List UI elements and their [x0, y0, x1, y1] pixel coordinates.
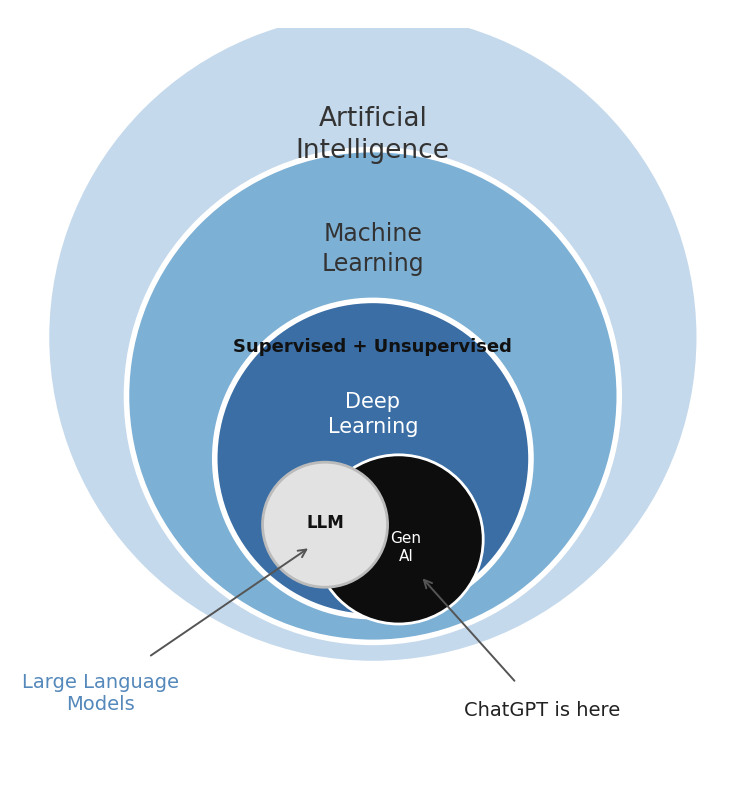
Text: Artificial
Intelligence: Artificial Intelligence: [296, 106, 450, 164]
Text: ChatGPT is here: ChatGPT is here: [464, 701, 620, 720]
Circle shape: [214, 300, 531, 617]
Text: Gen
AI: Gen AI: [390, 531, 421, 565]
Text: Large Language
Models: Large Language Models: [22, 673, 180, 714]
Circle shape: [263, 463, 387, 587]
Text: Machine
Learning: Machine Learning: [321, 222, 424, 276]
Text: Supervised + Unsupervised: Supervised + Unsupervised: [234, 337, 512, 356]
Text: Deep
Learning: Deep Learning: [328, 392, 418, 436]
Circle shape: [314, 455, 483, 624]
Circle shape: [126, 150, 620, 642]
Circle shape: [49, 13, 697, 661]
Text: LLM: LLM: [306, 513, 344, 531]
